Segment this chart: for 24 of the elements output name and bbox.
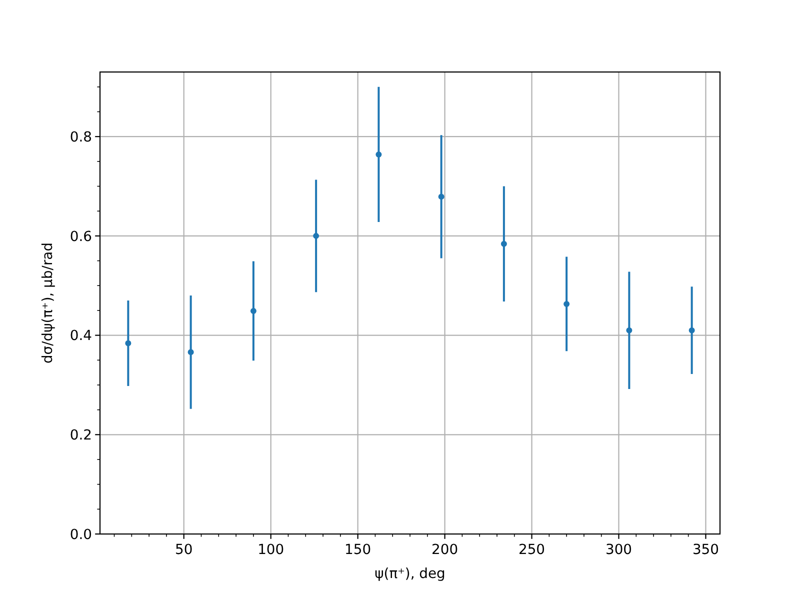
point (188, 349, 194, 356)
x-tick-label: 250 (518, 542, 546, 558)
x-tick-label: 150 (344, 542, 372, 558)
x-tick-label: 350 (692, 542, 719, 558)
point (313, 232, 320, 239)
x-axis-title: ψ(π⁺), deg (374, 566, 446, 582)
y-tick-label: 0.8 (70, 129, 92, 146)
x-tick-label: 100 (258, 542, 284, 558)
point (376, 151, 382, 158)
x-tick-label: 50 (175, 542, 193, 558)
x-tick-label: 200 (432, 542, 458, 558)
y-axis-title: dσ/dψ(π⁺), μb/rad (40, 242, 56, 364)
y-tick-label: 0.2 (70, 428, 92, 444)
point (564, 300, 570, 307)
point (500, 240, 507, 247)
point (688, 327, 695, 334)
y-tick-label: 0.6 (70, 228, 92, 245)
y-tick-label: 0.0 (70, 526, 92, 543)
point (250, 308, 256, 314)
y-tick-label: 0.4 (70, 328, 92, 344)
point (438, 194, 444, 200)
x-tick-label: 300 (605, 542, 632, 558)
point (626, 327, 632, 334)
point (125, 340, 132, 346)
